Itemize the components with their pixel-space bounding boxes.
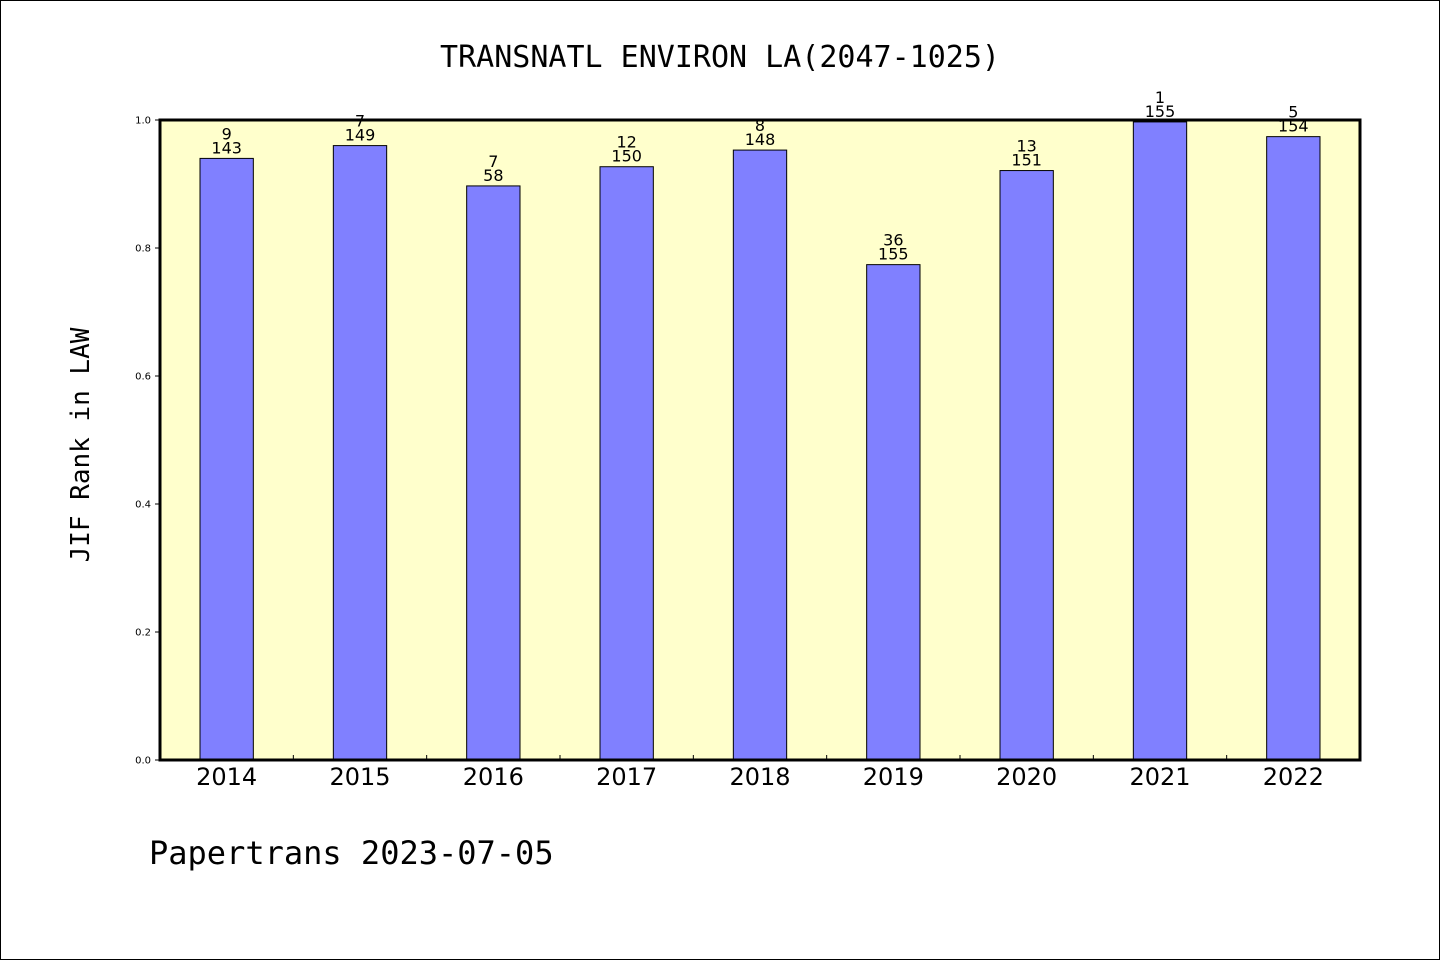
x-tick-label: 2017 [596,763,657,791]
y-axis-label: JIF Rank in LAW [66,327,96,562]
bar-total-label: 148 [745,130,776,149]
bar-2014 [199,157,254,761]
x-tick-label: 2014 [196,763,257,791]
bar-total-label: 150 [611,147,642,166]
x-tick-label: 2015 [329,763,390,791]
y-axis: 0.0 0.2 0.4 0.6 0.8 1.0 [135,116,160,767]
x-tick-label: 2022 [1263,763,1324,791]
chart-title: TRANSNATL ENVIRON LA(2047-1025) [440,40,1000,75]
bar-rank-label: 12 [616,133,636,152]
plot-border [158,118,1362,762]
x-axis: 2014 2015 2016 2017 2018 2019 2020 2021 2022 [196,755,1324,791]
y-tick-label: 0.2 [135,628,151,639]
x-tick-label: 2016 [463,763,524,791]
bar-total-label: 151 [1011,151,1042,170]
bar-total-label: 58 [483,166,503,185]
bar-rank-label: 9 [222,124,232,143]
x-tick-label: 2020 [996,763,1057,791]
x-tick-label: 2019 [863,763,924,791]
bar-rank-label: 8 [755,116,765,135]
bar-2020 [999,170,1054,761]
x-tick-label: 2021 [1129,763,1190,791]
bar-total-label: 155 [1145,102,1176,121]
bar-2018 [732,149,788,761]
y-tick-label: 0.4 [135,500,151,511]
bar-rank-label: 1 [1155,88,1165,107]
y-tick-label: 1.0 [135,116,151,127]
bar-rank-label: 7 [488,152,498,171]
bar-2016 [466,185,521,761]
x-tick-label: 2018 [729,763,790,791]
y-tick-label: 0.6 [135,372,151,383]
y-tick-label: 0.8 [135,244,151,255]
bar-2022 [1266,136,1321,761]
bar-rank-label: 5 [1288,103,1298,122]
bar-total-label: 149 [345,126,376,145]
bar-rank-label: 13 [1016,137,1036,156]
y-tick-label: 0.0 [135,756,151,767]
bar-2019 [866,264,921,761]
bar-rank-label: 36 [883,231,903,250]
bar-2017 [599,166,654,761]
bar-2021 [1132,121,1188,761]
bar-2015 [332,145,388,761]
bar-total-label: 155 [878,245,909,264]
footer-text: Papertrans 2023-07-05 [149,834,554,872]
bar-total-label: 143 [211,138,242,157]
